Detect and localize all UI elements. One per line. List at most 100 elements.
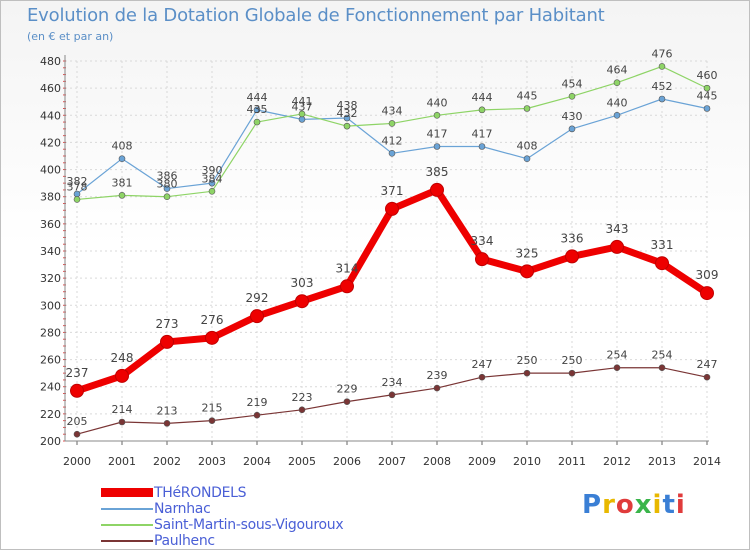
logo-letter: t — [662, 490, 676, 520]
data-label-narnhac: 430 — [562, 110, 583, 123]
data-point-narnhac — [118, 155, 126, 163]
y-tick-label: 460 — [40, 82, 61, 95]
data-label-narnhac: 440 — [607, 96, 628, 109]
data-label-saint-martin-sous-vigouroux: 435 — [247, 103, 268, 116]
x-tick-label: 2014 — [693, 455, 721, 468]
data-point-saint-martin-sous-vigouroux — [523, 105, 531, 112]
data-label-saint-martin-sous-vigouroux: 444 — [472, 91, 493, 104]
data-label-thérondels: 336 — [561, 231, 584, 245]
data-label-saint-martin-sous-vigouroux: 381 — [112, 176, 133, 189]
data-point-narnhac — [703, 105, 711, 112]
data-label-narnhac: 408 — [517, 140, 538, 153]
legend-label-thérondels: THéRONDELS — [154, 485, 247, 501]
x-tick-label: 2007 — [378, 455, 406, 468]
data-label-thérondels: 309 — [696, 268, 719, 282]
y-tick-label: 200 — [40, 435, 61, 448]
data-point-thérondels — [250, 309, 264, 324]
data-point-narnhac — [568, 125, 576, 133]
data-point-paulhenc — [703, 373, 711, 381]
y-tick-label: 420 — [40, 136, 61, 149]
data-point-paulhenc — [523, 369, 531, 377]
data-label-saint-martin-sous-vigouroux: 378 — [67, 180, 88, 193]
x-tick-label: 2001 — [108, 455, 136, 468]
data-point-saint-martin-sous-vigouroux — [73, 196, 81, 203]
data-label-paulhenc: 247 — [472, 358, 493, 371]
data-label-thérondels: 292 — [246, 291, 269, 305]
data-point-paulhenc — [478, 373, 486, 381]
legend-label-paulhenc: Paulhenc — [154, 533, 215, 549]
legend-swatch-paulhenc — [101, 540, 153, 542]
data-label-saint-martin-sous-vigouroux: 384 — [202, 172, 223, 185]
data-point-thérondels — [610, 239, 624, 254]
legend-label-narnhac: Narnhac — [154, 501, 211, 517]
x-tick-label: 2006 — [333, 455, 361, 468]
data-point-thérondels — [115, 368, 129, 383]
x-tick-label: 2009 — [468, 455, 496, 468]
data-point-thérondels — [70, 383, 84, 398]
data-point-saint-martin-sous-vigouroux — [298, 110, 306, 118]
data-label-narnhac: 452 — [652, 80, 673, 93]
x-tick-label: 2005 — [288, 455, 316, 468]
data-point-saint-martin-sous-vigouroux — [613, 79, 621, 87]
data-label-thérondels: 334 — [471, 234, 494, 248]
data-point-saint-martin-sous-vigouroux — [388, 120, 396, 127]
data-point-thérondels — [295, 294, 309, 309]
data-label-thérondels: 343 — [606, 222, 629, 236]
data-point-narnhac — [433, 143, 441, 150]
data-point-narnhac — [523, 155, 531, 163]
data-label-narnhac: 417 — [427, 128, 448, 141]
data-label-thérondels: 371 — [381, 184, 404, 198]
data-label-paulhenc: 213 — [157, 404, 178, 417]
data-point-thérondels — [655, 256, 669, 271]
data-point-saint-martin-sous-vigouroux — [208, 187, 216, 195]
data-label-saint-martin-sous-vigouroux: 432 — [337, 107, 358, 120]
chart-subtitle: (en € et par an) — [27, 30, 114, 43]
data-label-narnhac: 408 — [112, 140, 133, 153]
data-label-narnhac: 386 — [157, 170, 178, 183]
data-label-saint-martin-sous-vigouroux: 434 — [382, 104, 403, 117]
data-label-narnhac: 382 — [67, 175, 88, 188]
logo-letter: x — [634, 490, 653, 520]
data-label-saint-martin-sous-vigouroux: 476 — [652, 47, 673, 60]
data-label-paulhenc: 229 — [337, 383, 358, 396]
data-point-narnhac — [343, 114, 351, 122]
data-label-saint-martin-sous-vigouroux: 440 — [427, 96, 448, 109]
y-tick-label: 340 — [40, 245, 61, 258]
data-label-paulhenc: 247 — [697, 358, 718, 371]
data-point-thérondels — [160, 334, 174, 349]
data-point-thérondels — [475, 252, 489, 267]
legend-label-saint-martin: Saint-Martin-sous-Vigouroux — [154, 517, 344, 533]
y-tick-label: 300 — [40, 299, 61, 312]
x-tick-label: 2000 — [63, 455, 91, 468]
data-point-paulhenc — [613, 364, 621, 372]
y-tick-label: 220 — [40, 408, 61, 421]
data-point-narnhac — [253, 106, 261, 114]
logo-letter: i — [675, 490, 686, 520]
data-label-thérondels: 303 — [291, 276, 314, 290]
data-point-paulhenc — [208, 417, 216, 424]
y-tick-label: 360 — [40, 218, 61, 231]
data-label-saint-martin-sous-vigouroux: 454 — [562, 77, 583, 90]
data-point-saint-martin-sous-vigouroux — [433, 111, 441, 119]
data-point-narnhac — [298, 116, 306, 123]
data-point-thérondels — [520, 264, 534, 279]
data-label-paulhenc: 250 — [517, 354, 538, 367]
proxiti-logo: Proxiti — [582, 490, 686, 520]
data-point-saint-martin-sous-vigouroux — [118, 192, 126, 199]
data-label-paulhenc: 223 — [292, 391, 313, 404]
data-point-saint-martin-sous-vigouroux — [658, 63, 666, 70]
data-point-thérondels — [565, 249, 579, 264]
data-label-saint-martin-sous-vigouroux: 460 — [697, 69, 718, 82]
y-tick-label: 480 — [40, 55, 61, 68]
data-point-paulhenc — [568, 369, 576, 377]
data-label-narnhac: 390 — [202, 164, 223, 177]
data-label-narnhac: 445 — [697, 90, 718, 103]
data-label-paulhenc: 219 — [247, 396, 268, 409]
data-point-paulhenc — [298, 406, 306, 414]
data-label-paulhenc: 205 — [67, 415, 88, 428]
x-tick-label: 2002 — [153, 455, 181, 468]
data-label-saint-martin-sous-vigouroux: 445 — [517, 90, 538, 103]
y-tick-label: 400 — [40, 164, 61, 177]
data-label-paulhenc: 214 — [112, 403, 133, 416]
